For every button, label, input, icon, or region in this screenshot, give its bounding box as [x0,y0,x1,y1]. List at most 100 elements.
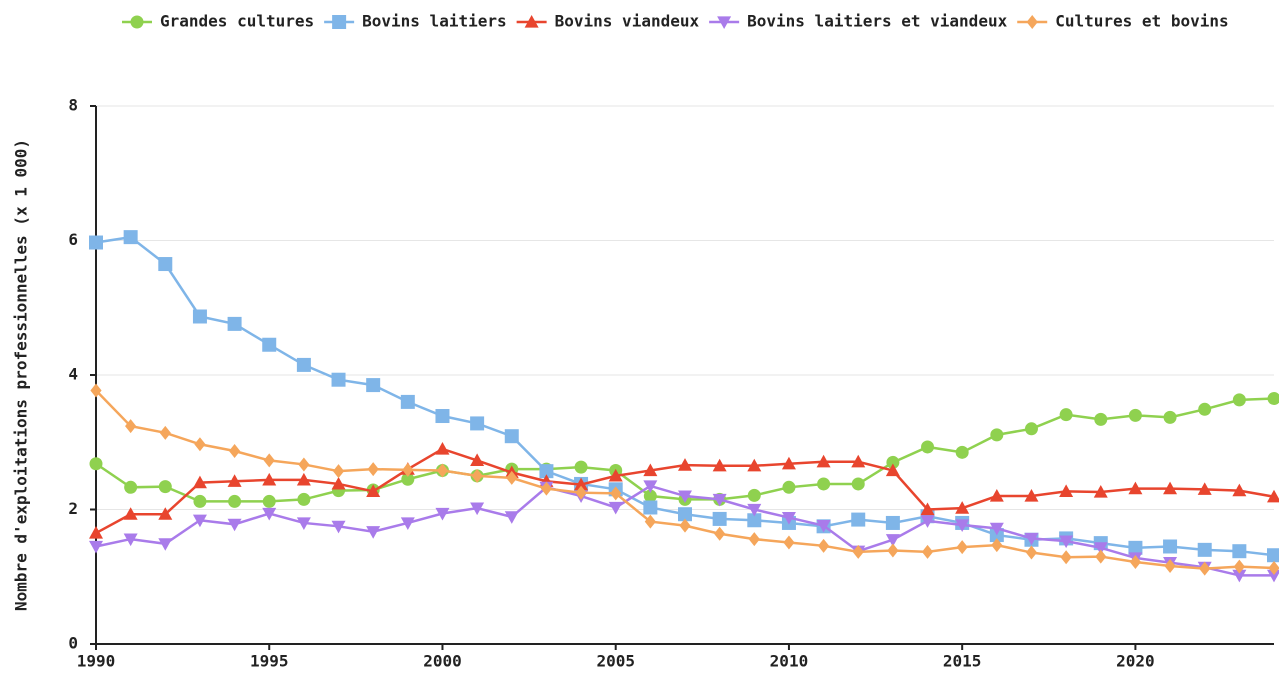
marker [817,538,830,553]
marker [574,460,588,474]
marker [1024,422,1038,436]
marker [367,462,379,477]
marker [193,494,207,508]
x-tick-label: 2020 [1116,652,1155,671]
marker [296,517,311,530]
marker [263,453,275,468]
marker [402,462,414,477]
marker [471,468,483,483]
marker [158,507,173,520]
marker [539,464,554,479]
marker [747,503,762,517]
marker [227,518,242,532]
marker [158,257,173,272]
marker [887,543,899,558]
marker [227,474,242,487]
marker [1164,558,1176,573]
marker [1093,542,1108,555]
x-tick-label: 1995 [250,652,289,671]
marker [1197,542,1212,557]
marker [1128,540,1143,555]
marker [125,419,137,434]
marker [1026,15,1038,29]
legend-label: Bovins viandeux [555,12,700,31]
marker [644,514,656,529]
marker [955,445,969,459]
marker [1267,392,1279,406]
marker [504,429,519,444]
marker [1094,412,1108,426]
marker [921,440,935,454]
marker [1268,561,1279,576]
marker [989,522,1004,536]
marker [123,533,138,547]
x-tick-label: 2010 [770,652,809,671]
marker [851,477,865,491]
marker [366,484,381,497]
marker [817,477,831,491]
marker [851,454,866,468]
marker [748,532,760,547]
marker [1128,481,1143,495]
marker [159,425,171,440]
marker [262,472,277,486]
marker [435,507,450,521]
marker [297,492,311,506]
marker [990,428,1004,442]
marker [89,235,103,250]
y-axis-label: Nombre d'exploitations professionnelles … [12,139,31,611]
marker [435,441,450,455]
marker [781,511,796,525]
marker [989,489,1004,502]
marker [747,513,762,528]
x-tick-label: 2000 [423,652,462,671]
marker [1024,532,1039,546]
marker [1232,393,1246,407]
marker [885,463,900,477]
marker [331,520,346,534]
marker [506,470,518,485]
marker [1233,559,1245,574]
marker [885,515,900,530]
marker [1232,544,1247,559]
marker [678,490,692,504]
legend-label: Bovins laitiers et viandeux [747,12,1007,31]
marker [192,475,207,489]
marker [124,480,138,494]
marker [1025,545,1038,560]
marker [1095,549,1107,564]
y-tick-label: 0 [68,634,78,653]
marker [920,515,935,528]
marker [574,477,589,491]
marker [332,15,347,29]
marker [435,409,450,424]
marker [712,511,727,526]
marker [1267,489,1279,503]
marker [1093,485,1108,498]
marker [643,480,658,493]
marker [400,394,415,409]
marker [782,480,796,494]
marker [816,454,831,468]
marker [332,464,345,479]
marker [920,502,935,516]
marker [1024,489,1039,502]
marker [608,468,623,482]
marker [717,16,732,30]
marker [885,534,900,547]
marker [1267,569,1279,583]
marker [366,378,381,393]
legend-item: Bovins viandeux [516,12,700,31]
marker [504,511,519,524]
marker [227,316,242,331]
marker [436,463,449,478]
marker [296,472,311,486]
marker [90,383,102,398]
x-tick-label: 2005 [596,652,635,671]
marker [470,416,485,431]
marker [1163,539,1178,554]
marker [1197,482,1212,495]
marker [1232,569,1247,583]
marker [643,489,657,503]
